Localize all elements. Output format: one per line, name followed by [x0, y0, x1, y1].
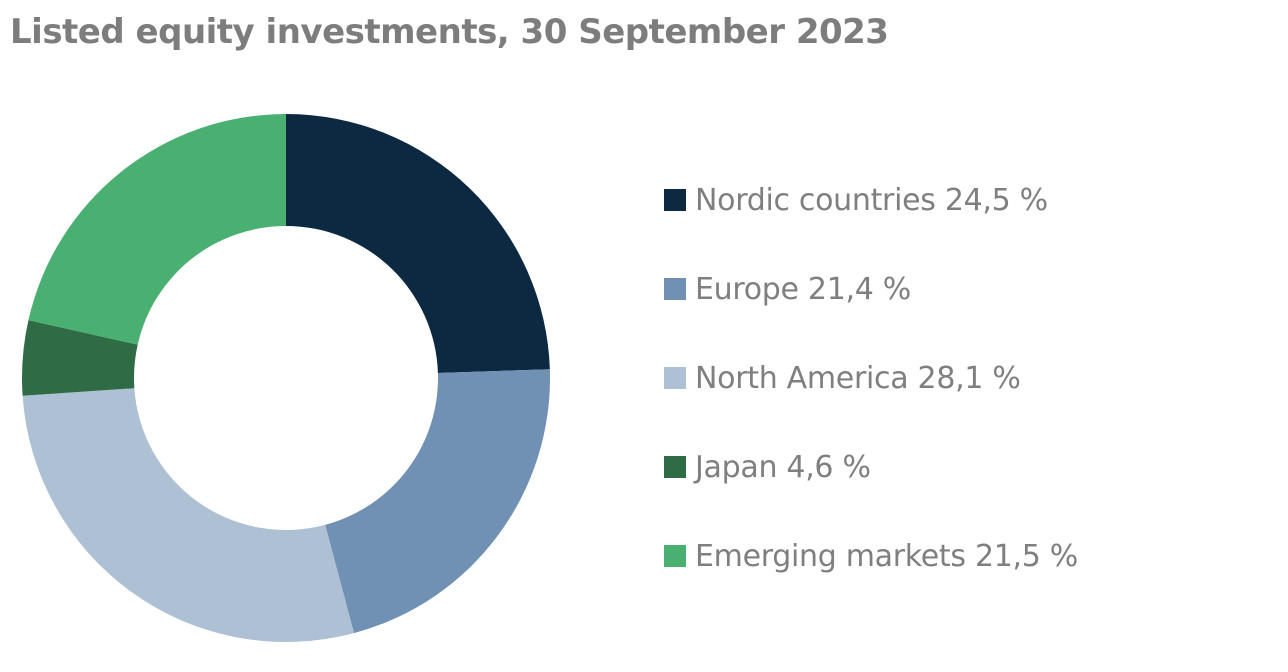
legend-label-emerging-markets: Emerging markets 21,5 %	[695, 538, 1078, 574]
donut-slices	[21, 113, 550, 642]
legend-item-nordic-countries: Nordic countries 24,5 %	[664, 178, 1078, 222]
legend-label-europe: Europe 21,4 %	[695, 271, 911, 307]
legend-item-europe: Europe 21,4 %	[664, 267, 1078, 311]
legend-label-japan: Japan 4,6 %	[695, 449, 871, 485]
legend-item-emerging-markets: Emerging markets 21,5 %	[664, 534, 1078, 578]
donut-chart	[21, 113, 550, 642]
legend-swatch-north-america	[664, 367, 686, 389]
legend-swatch-europe	[664, 278, 686, 300]
legend-swatch-japan	[664, 456, 686, 478]
slice-europe	[325, 369, 550, 634]
chart-title: Listed equity investments, 30 September …	[10, 12, 889, 52]
legend-item-japan: Japan 4,6 %	[664, 445, 1078, 489]
legend-swatch-nordic-countries	[664, 189, 686, 211]
legend: Nordic countries 24,5 % Europe 21,4 % No…	[664, 178, 1078, 623]
slice-nordic-countries	[286, 114, 550, 373]
slice-japan	[21, 320, 138, 396]
legend-item-north-america: North America 28,1 %	[664, 356, 1078, 400]
slice-north-america	[22, 388, 354, 642]
legend-swatch-emerging-markets	[664, 545, 686, 567]
legend-label-north-america: North America 28,1 %	[695, 360, 1021, 396]
slice-emerging-markets	[28, 113, 287, 345]
legend-label-nordic-countries: Nordic countries 24,5 %	[695, 182, 1048, 218]
